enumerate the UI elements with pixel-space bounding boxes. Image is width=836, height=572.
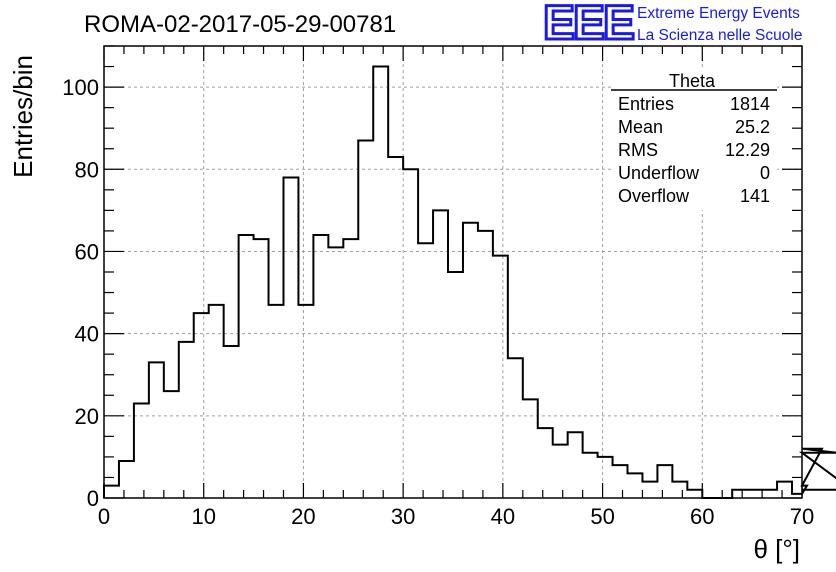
histogram-bin <box>328 247 343 498</box>
y-tick-label: 80 <box>75 157 99 182</box>
histogram-bin <box>224 346 239 498</box>
histogram-bin <box>628 473 643 498</box>
histogram-bin <box>583 453 598 498</box>
logo-line-1: Extreme Energy Events <box>637 5 800 22</box>
y-tick-label: 40 <box>75 322 99 347</box>
stats-box: Theta Entries 1814 Mean 25.2 RMS 12.29 Underfl… <box>611 70 777 210</box>
histogram-bin <box>687 490 702 498</box>
y-tick-label: 20 <box>75 404 99 429</box>
stats-row-label: RMS <box>618 140 658 160</box>
chart-title: ROMA-02-2017-05-29-00781 <box>84 11 396 38</box>
histogram-bin <box>433 210 448 498</box>
histogram-bin <box>239 235 254 498</box>
x-tick-label: 50 <box>590 504 614 529</box>
histogram-bin <box>762 490 777 498</box>
histogram-bin <box>358 141 373 498</box>
histogram-bin <box>119 461 134 498</box>
stats-row-label: Overflow <box>618 186 690 206</box>
histogram-bin <box>448 272 463 498</box>
logo-line-2: La Scienza nelle Scuole <box>637 27 802 44</box>
histogram-bin <box>613 465 628 498</box>
histogram-bin <box>523 399 538 498</box>
x-tick-label: 40 <box>491 504 515 529</box>
histogram-bin <box>747 490 762 498</box>
y-tick-label: 60 <box>75 239 99 264</box>
histogram-bin <box>179 342 194 498</box>
stats-row-value: 25.2 <box>735 117 770 137</box>
x-tick-label: 70 <box>790 504 814 529</box>
x-tick-label: 60 <box>690 504 714 529</box>
x-tick-label: 30 <box>391 504 415 529</box>
histogram-bin <box>373 67 388 498</box>
stats-row-label: Mean <box>618 117 663 137</box>
histogram-bin <box>403 169 418 498</box>
histogram-bin <box>568 432 583 498</box>
histogram-bin <box>194 313 209 498</box>
axis-ticks <box>103 45 803 499</box>
histogram-bin <box>538 428 553 498</box>
y-tick-label: 100 <box>62 75 99 100</box>
histogram-bin <box>732 490 747 498</box>
histogram-bin <box>313 235 328 498</box>
stats-row-value: 141 <box>740 186 770 206</box>
histogram-bin <box>283 177 298 498</box>
histogram-bin <box>508 358 523 498</box>
tick-labels: 0 10 20 30 40 50 60 70 0 20 40 60 80 100 <box>62 75 814 529</box>
histogram-bin <box>463 223 478 498</box>
histogram-bin <box>104 486 119 498</box>
histogram-bin <box>657 465 672 498</box>
histogram-bin <box>553 445 568 498</box>
histogram-bin <box>598 457 613 498</box>
histogram-bin <box>418 243 433 498</box>
histogram-bin <box>164 391 179 498</box>
histogram-bin <box>478 231 493 498</box>
y-axis-label: Entries/bin <box>8 55 38 178</box>
histogram-bin <box>672 482 687 498</box>
stats-row-label: Underflow <box>618 163 700 183</box>
x-tick-label: 10 <box>191 504 215 529</box>
y-tick-label: 0 <box>87 486 99 511</box>
histogram-bin <box>134 403 149 498</box>
stats-row-value: 12.29 <box>725 140 770 160</box>
stats-row-value: 1814 <box>730 94 770 114</box>
histogram-bin <box>269 305 284 498</box>
histogram-bin <box>298 305 313 498</box>
x-tick-label: 0 <box>98 504 110 529</box>
stats-box-title: Theta <box>669 71 716 91</box>
histogram-bin <box>642 482 657 498</box>
stats-row-value: 0 <box>760 163 770 183</box>
histogram-bin <box>493 256 508 498</box>
histogram-bin <box>343 239 358 498</box>
histogram-bin <box>149 362 164 498</box>
stats-row-label: Entries <box>618 94 674 114</box>
eee-logo-mark: EEE <box>543 0 634 50</box>
histogram-bin <box>388 157 403 498</box>
histogram-bin <box>777 482 792 498</box>
histogram-bin <box>209 305 224 498</box>
eee-logo: EEE Extreme Energy Events La Scienza nel… <box>542 0 803 52</box>
x-tick-label: 20 <box>291 504 315 529</box>
x-axis-label: θ [°] <box>753 534 800 564</box>
histogram-bin <box>254 239 269 498</box>
grid <box>104 46 802 498</box>
